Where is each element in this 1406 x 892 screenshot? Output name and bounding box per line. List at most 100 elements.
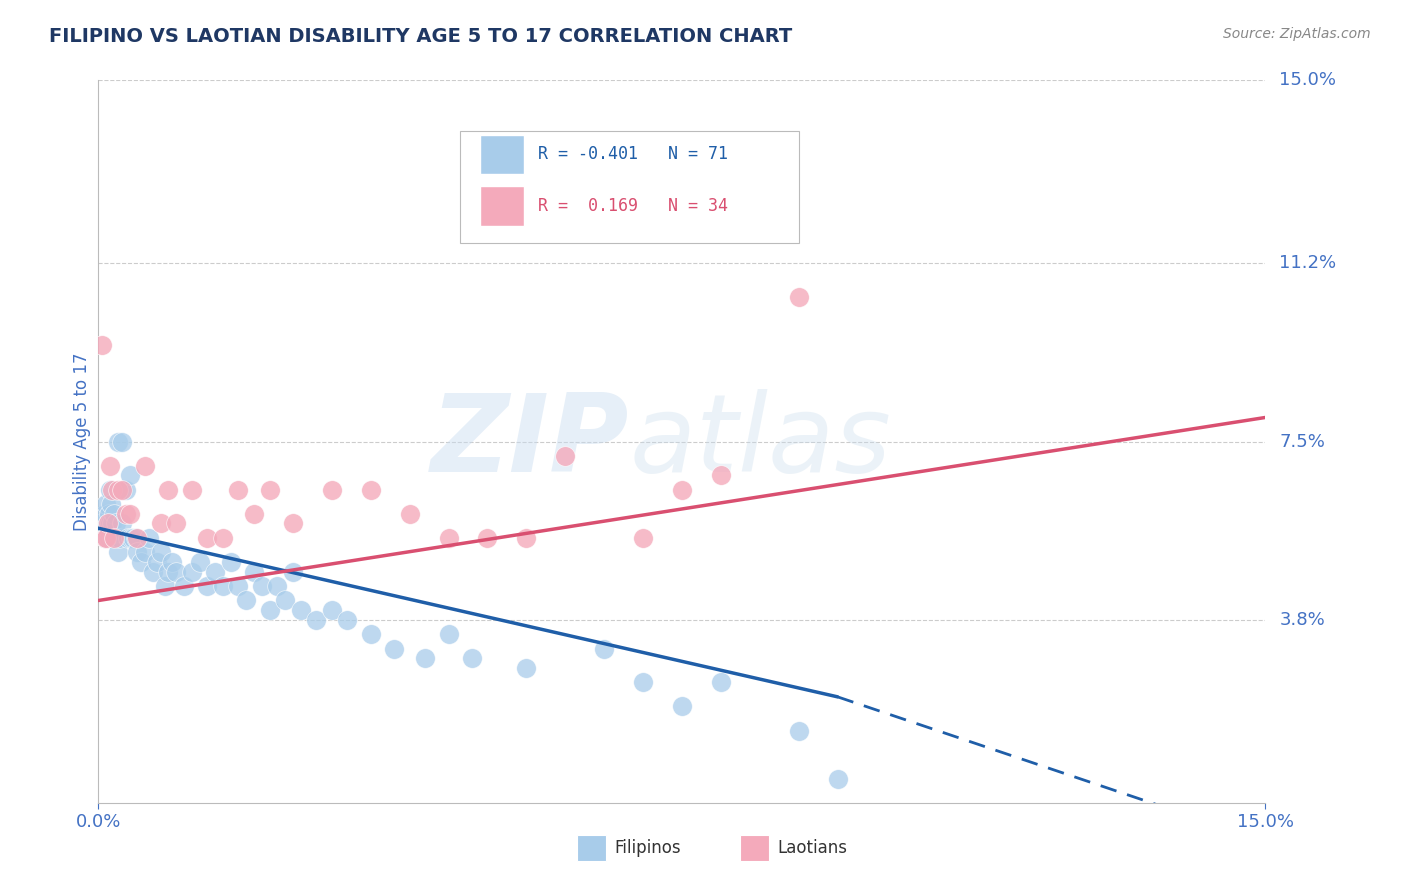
Point [107, 483, 129, 497]
Bar [576, 835, 606, 861]
Point [413, 651, 436, 665]
Point [93, 531, 115, 545]
Point [96, 531, 118, 545]
Point [290, 603, 312, 617]
Text: 11.2%: 11.2% [1279, 254, 1337, 272]
Point [321, 603, 343, 617]
Point [98, 458, 121, 473]
Text: Laotians: Laotians [778, 838, 848, 856]
Point [305, 613, 328, 627]
Text: 3.8%: 3.8% [1279, 611, 1324, 629]
Point [111, 483, 134, 497]
Point [360, 627, 382, 641]
Point [97, 516, 120, 531]
Point [180, 483, 202, 497]
Text: Source: ZipAtlas.com: Source: ZipAtlas.com [1223, 27, 1371, 41]
Point [382, 641, 405, 656]
Point [631, 531, 654, 545]
Point [336, 613, 359, 627]
Point [122, 531, 145, 545]
Point [162, 555, 184, 569]
Point [259, 483, 281, 497]
Point [180, 565, 202, 579]
Point [98, 483, 121, 497]
Point [111, 516, 134, 531]
Point [118, 468, 141, 483]
Point [97, 531, 120, 545]
Point [107, 545, 129, 559]
Point [118, 507, 141, 521]
Point [274, 593, 297, 607]
Point [787, 290, 810, 304]
Point [554, 449, 576, 463]
Point [165, 516, 187, 531]
Point [195, 579, 218, 593]
Point [127, 531, 149, 545]
Point [281, 516, 304, 531]
Point [235, 593, 257, 607]
Y-axis label: Disability Age 5 to 17: Disability Age 5 to 17 [73, 352, 91, 531]
Point [631, 675, 654, 690]
Point [146, 555, 169, 569]
Point [593, 641, 616, 656]
Point [100, 497, 122, 511]
Point [243, 565, 266, 579]
Point [204, 565, 226, 579]
Point [195, 531, 218, 545]
Point [219, 555, 242, 569]
Point [114, 483, 136, 497]
Text: R =  0.169   N = 34: R = 0.169 N = 34 [538, 197, 728, 215]
Point [243, 507, 266, 521]
Point [103, 507, 125, 521]
Point [228, 483, 250, 497]
Point [398, 507, 420, 521]
Text: 7.5%: 7.5% [1279, 433, 1326, 450]
Point [94, 507, 117, 521]
Point [149, 516, 172, 531]
Text: R = -0.401   N = 71: R = -0.401 N = 71 [538, 145, 728, 163]
Text: 15.0%: 15.0% [1279, 71, 1337, 89]
Point [157, 483, 180, 497]
Point [360, 483, 382, 497]
Point [188, 555, 211, 569]
Bar [479, 186, 524, 226]
Point [165, 565, 187, 579]
Point [93, 531, 115, 545]
Text: ZIP: ZIP [432, 389, 630, 494]
Point [101, 483, 124, 497]
Point [114, 507, 136, 521]
Point [125, 531, 148, 545]
Point [100, 531, 122, 545]
Point [108, 531, 131, 545]
Point [142, 565, 165, 579]
Point [127, 545, 149, 559]
Point [321, 483, 343, 497]
Point [120, 531, 142, 545]
Point [259, 603, 281, 617]
Point [710, 468, 733, 483]
Point [96, 531, 118, 545]
Point [129, 555, 152, 569]
Point [461, 651, 484, 665]
Point [101, 516, 124, 531]
Bar [741, 835, 769, 861]
Point [104, 516, 127, 531]
Point [91, 516, 114, 531]
Point [787, 723, 810, 738]
Point [149, 545, 172, 559]
Point [437, 531, 460, 545]
Point [111, 434, 134, 449]
Point [212, 579, 235, 593]
Point [103, 531, 125, 545]
Point [107, 434, 129, 449]
Point [228, 579, 250, 593]
FancyBboxPatch shape [460, 131, 799, 243]
Text: atlas: atlas [630, 389, 891, 494]
Point [98, 507, 121, 521]
Point [134, 545, 156, 559]
Point [671, 699, 693, 714]
Text: FILIPINO VS LAOTIAN DISABILITY AGE 5 TO 17 CORRELATION CHART: FILIPINO VS LAOTIAN DISABILITY AGE 5 TO … [49, 27, 793, 45]
Point [266, 579, 288, 593]
Point [134, 458, 156, 473]
Point [827, 772, 849, 786]
